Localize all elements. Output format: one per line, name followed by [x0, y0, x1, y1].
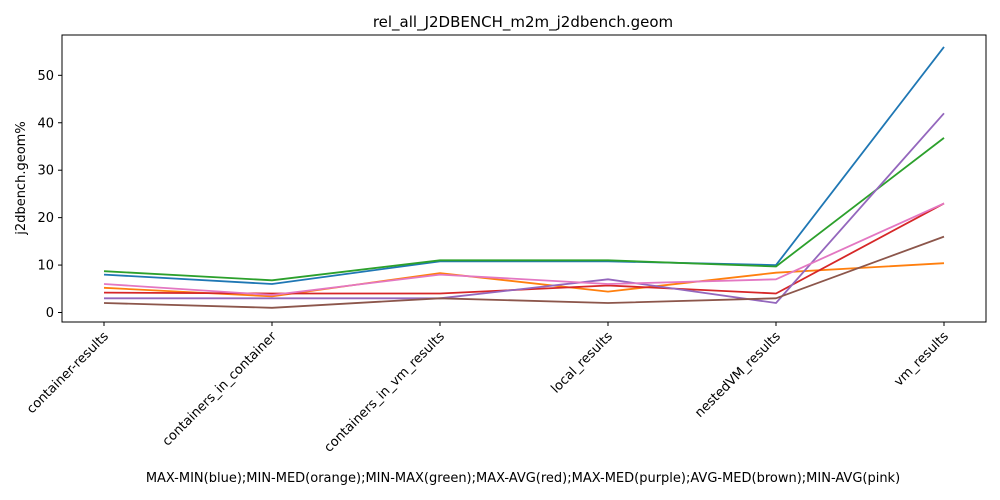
- y-axis-label: j2dbench.geom%: [14, 121, 29, 235]
- y-tick-label: 0: [46, 306, 54, 321]
- y-tick-label: 30: [37, 164, 54, 179]
- series-line-4: [104, 112, 945, 304]
- y-tick-label: 40: [37, 116, 54, 131]
- x-axis-label: MAX-MIN(blue);MIN-MED(orange);MIN-MAX(gr…: [146, 471, 900, 486]
- y-tick-label: 10: [37, 259, 54, 274]
- series-line-5: [103, 235, 945, 309]
- chart-title: rel_all_J2DBENCH_m2m_j2dbench.geom: [373, 13, 673, 32]
- plot-frame: [61, 34, 987, 323]
- series-line-6: [103, 202, 945, 296]
- y-axis: 0 10 20 30 40 50: [37, 69, 62, 321]
- series-line-0: [103, 46, 945, 285]
- series-lines: [103, 46, 945, 309]
- y-tick-label: 20: [37, 211, 54, 226]
- y-tick-label: 50: [37, 69, 54, 84]
- series-line-2: [103, 137, 945, 282]
